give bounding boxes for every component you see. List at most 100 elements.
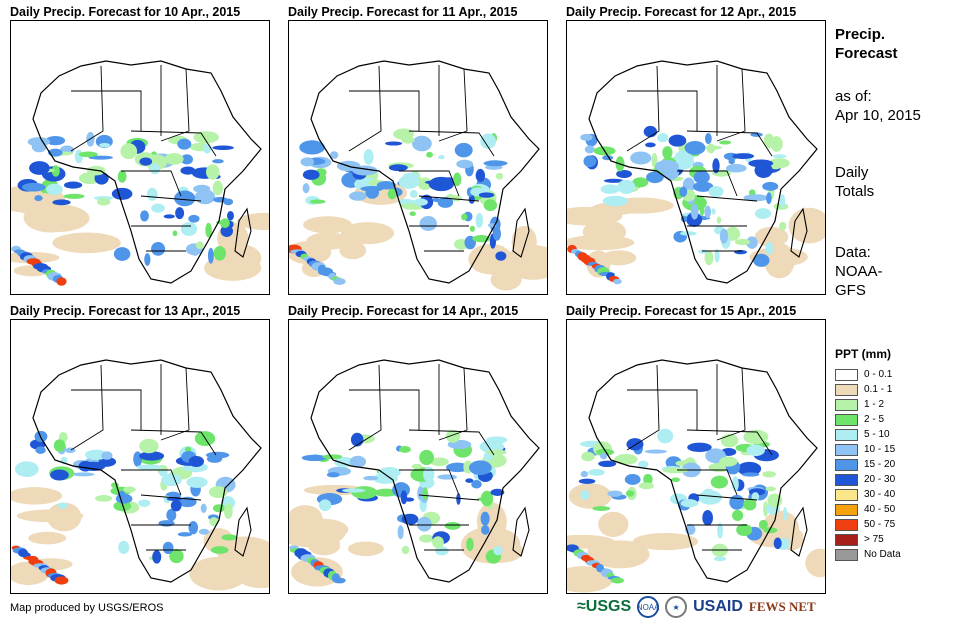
- rain-cell: [762, 471, 776, 477]
- rain-cell: [600, 453, 607, 460]
- rain-cell: [493, 546, 502, 555]
- rain-cell: [186, 477, 207, 488]
- side-title: Precip. Forecast: [835, 25, 955, 63]
- rain-cell: [662, 146, 672, 159]
- map-panel-title: Daily Precip. Forecast for 14 Apr., 2015: [288, 304, 518, 318]
- legend-label: 50 - 75: [864, 519, 895, 530]
- map-panel-title: Daily Precip. Forecast for 11 Apr., 2015: [288, 5, 518, 19]
- legend-swatch: [835, 444, 858, 456]
- legend-item: 1 - 2: [835, 397, 901, 412]
- rain-cell: [212, 159, 224, 163]
- rain-cell: [412, 464, 423, 469]
- rain-cell: [138, 499, 150, 506]
- rain-cell: [709, 186, 724, 197]
- legend-swatch: [835, 519, 858, 531]
- rain-cell: [719, 141, 731, 145]
- as-of-label: as of:: [835, 87, 955, 106]
- rain-cell: [759, 520, 768, 529]
- rain-cell: [120, 143, 137, 159]
- rain-cell: [732, 153, 754, 159]
- legend-label: 1 - 2: [864, 399, 884, 410]
- rain-cell: [402, 136, 415, 143]
- country-border: [71, 365, 103, 450]
- rain-cell: [720, 229, 728, 244]
- rain-cell: [410, 211, 416, 216]
- country-border: [627, 365, 659, 450]
- rain-cell: [466, 538, 474, 551]
- map-panel-title: Daily Precip. Forecast for 12 Apr., 2015: [566, 5, 796, 19]
- rain-cell: [419, 535, 434, 543]
- rain-cell: [333, 278, 345, 285]
- rain-cell: [783, 507, 787, 521]
- rain-cell: [220, 218, 230, 228]
- rain-cell: [165, 153, 184, 165]
- rain-cell: [645, 143, 656, 148]
- seal-icon: ★: [665, 596, 687, 618]
- rain-cell: [118, 170, 127, 182]
- rain-cell: [645, 449, 668, 453]
- rain-cell: [477, 497, 492, 501]
- rain-cell: [432, 536, 444, 548]
- rain-cell: [486, 450, 507, 455]
- totals-line1: Daily: [835, 163, 955, 182]
- rain-cell: [644, 126, 657, 137]
- as-of-block: as of: Apr 10, 2015: [835, 87, 955, 125]
- rain-cell: [189, 456, 204, 467]
- country-border: [161, 368, 189, 440]
- dry-precip-patch: [468, 244, 512, 275]
- rain-cell: [50, 469, 69, 480]
- legend-item: 15 - 20: [835, 457, 901, 472]
- country-border: [627, 66, 659, 151]
- rain-cell: [99, 143, 110, 147]
- totals-block: Daily Totals: [835, 163, 955, 201]
- rain-cell: [151, 242, 165, 256]
- rain-cell: [54, 439, 66, 452]
- rain-cell: [717, 217, 721, 224]
- rain-cell: [423, 467, 434, 482]
- rain-cell: [616, 170, 632, 178]
- rain-cell: [177, 139, 191, 150]
- rain-cell: [484, 199, 497, 211]
- rain-cell: [625, 474, 641, 485]
- rain-cell: [679, 187, 687, 197]
- rain-cell: [614, 454, 637, 465]
- country-border: [349, 66, 381, 151]
- rain-cell: [301, 157, 315, 166]
- rain-cell: [213, 181, 223, 195]
- legend: 0 - 0.1 0.1 - 11 - 22 - 55 - 10 10 - 15 15 …: [835, 367, 901, 562]
- rain-cell: [437, 474, 457, 479]
- rain-cell: [147, 188, 158, 201]
- rain-cell: [202, 197, 207, 201]
- legend-swatch: [835, 429, 858, 441]
- dry-precip-patch: [598, 512, 628, 537]
- country-border: [71, 91, 141, 131]
- legend-swatch: [835, 549, 858, 561]
- rain-cell: [213, 504, 225, 512]
- rain-cell: [592, 506, 610, 511]
- rain-cell: [581, 471, 588, 477]
- rain-cell: [139, 157, 152, 165]
- map-panel-10-apr: Daily Precip. Forecast for 10 Apr., 2015: [10, 5, 270, 295]
- rain-cell: [349, 191, 367, 200]
- rain-cell: [585, 145, 595, 153]
- rain-cell: [493, 227, 501, 241]
- rain-cell: [746, 445, 765, 456]
- rain-cell: [319, 499, 331, 511]
- rain-cell: [402, 546, 410, 554]
- rain-cell: [364, 149, 374, 165]
- rain-cell: [139, 439, 158, 453]
- side-title-line1: Precip.: [835, 25, 955, 44]
- rain-cell: [583, 155, 596, 167]
- rain-cell: [601, 184, 620, 194]
- legend-swatch: [835, 414, 858, 426]
- rain-cell: [342, 489, 366, 493]
- rain-cell: [743, 499, 756, 511]
- legend-swatch: [835, 384, 858, 396]
- country-border: [349, 390, 419, 430]
- rain-cell: [700, 203, 705, 216]
- rain-cell: [164, 214, 175, 218]
- legend-label: 0.1 - 1: [864, 384, 892, 395]
- rain-cell: [224, 503, 233, 519]
- rain-cell: [598, 461, 616, 467]
- rain-cell: [729, 495, 744, 510]
